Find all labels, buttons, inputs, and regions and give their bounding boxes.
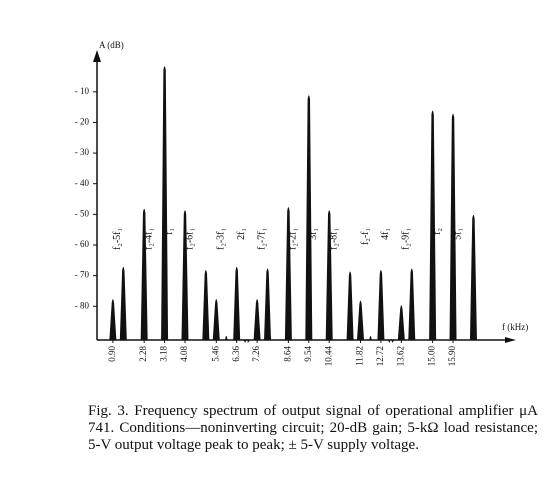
spectral-peak (119, 266, 127, 340)
peak-label: f₂-7f₁ (256, 228, 267, 250)
spectral-peak (429, 110, 437, 341)
spectral-peak (377, 269, 385, 340)
spectral-peak (284, 207, 292, 340)
x-tick-label: 6.36 (231, 346, 241, 362)
y-tick-label: - 30 (75, 147, 90, 157)
spectral-peak (222, 335, 230, 340)
peak-label: f₂-f₁ (360, 228, 371, 245)
x-tick-label: 9.54 (303, 346, 313, 362)
x-axis-label: f (kHz) (502, 322, 528, 332)
x-tick-label: 12.72 (375, 346, 385, 366)
peak-label: f₂-8f₁ (329, 228, 340, 250)
spectral-peak (253, 299, 261, 340)
peak-label: f₂ (432, 228, 443, 235)
x-tick-label: 15.00 (427, 346, 437, 367)
spectral-peak (243, 338, 251, 343)
spectral-peak (264, 268, 272, 340)
y-tick-label: - 80 (75, 300, 90, 310)
y-tick-label: - 40 (75, 178, 90, 188)
peak-label: f₂-2f₁ (288, 228, 299, 250)
peak-label: 5f₁ (452, 228, 463, 240)
x-tick-label: 11.82 (355, 346, 365, 366)
y-arrow (93, 50, 101, 62)
peak-label: f₂-4f₁ (143, 228, 154, 250)
y-tick-label: - 70 (75, 270, 90, 280)
x-tick-label: 10.44 (323, 346, 333, 367)
x-tick-label: 2.28 (138, 346, 148, 362)
spectral-peak (449, 113, 457, 341)
x-tick-label: 3.18 (159, 346, 169, 362)
y-axis-label: A (dB) (99, 40, 124, 50)
peak-label: f₂-5f₁ (112, 228, 123, 250)
peak-label: 2f₁ (236, 228, 247, 240)
caption: Fig. 3. Frequency spectrum of output sig… (88, 403, 538, 453)
x-tick-label: 15.90 (447, 346, 457, 367)
spectral-peak (366, 335, 374, 340)
spectral-peak (202, 269, 210, 340)
spectral-peak (181, 210, 189, 340)
peak-label: f₂-6f₁ (184, 228, 195, 250)
spectral-peak (346, 271, 354, 340)
x-tick-label: 0.90 (107, 346, 117, 362)
spectral-peak (397, 305, 405, 340)
spectral-peak (469, 214, 477, 340)
spectral-peak (140, 208, 148, 340)
spectral-peak (408, 268, 416, 340)
y-tick-label: - 50 (75, 208, 90, 218)
spectral-peak (325, 210, 333, 340)
spectral-peak (387, 338, 395, 343)
x-arrow (505, 337, 516, 343)
peak-label: f₂-3f₁ (216, 228, 227, 250)
x-tick-label: 8.64 (282, 346, 292, 362)
chart: A (dB) f (kHz) - 10 - 20 - 30 - 40 - 50 - 60 -… (75, 40, 529, 367)
spectral-peak (212, 299, 220, 340)
y-tick-label: - 20 (75, 116, 90, 126)
spectral-peak (109, 299, 117, 340)
spectral-peak (233, 266, 241, 340)
x-tick-label: 7.26 (251, 346, 261, 362)
y-tick-label: - 10 (75, 86, 90, 96)
x-tick-label: 13.62 (395, 346, 405, 366)
x-tick-label: 4.08 (179, 346, 189, 362)
peak-label: 4f₁ (380, 228, 391, 240)
peak-label: f₂-9f₁ (401, 228, 412, 250)
peak-label: f₁ (164, 228, 175, 235)
spectral-peak (161, 66, 169, 341)
peak-label: 3f₁ (308, 228, 319, 240)
y-tick-label: - 60 (75, 239, 90, 249)
x-tick-label: 5.46 (210, 346, 220, 362)
spectral-peak (357, 300, 365, 340)
spectral-peak (305, 95, 313, 340)
